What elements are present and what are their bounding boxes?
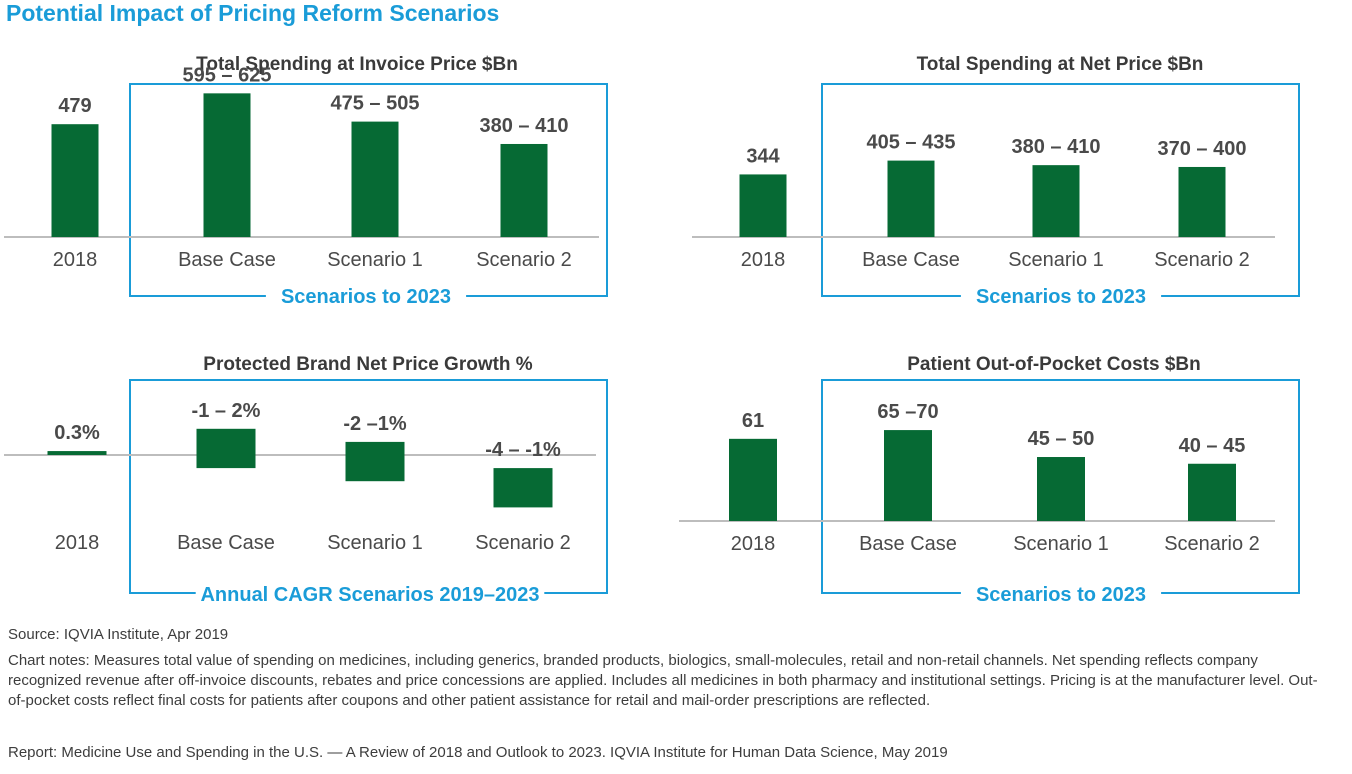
chart2-frame-label: Scenarios to 2023 xyxy=(976,286,1146,308)
chart-notes: Chart notes: Measures total value of spe… xyxy=(8,652,1318,709)
source-note: Source: IQVIA Institute, Apr 2019 xyxy=(8,626,229,643)
chart1-bar-4 xyxy=(500,143,548,237)
chart1-category-label-2: Base Case xyxy=(178,249,276,271)
chart2-value-label-3: 380 – 410 xyxy=(1012,136,1101,158)
chart1-category-label-3: Scenario 1 xyxy=(327,249,423,271)
chart4-value-label-2: 65 –70 xyxy=(877,401,938,423)
page-title: Potential Impact of Pricing Reform Scena… xyxy=(6,0,500,26)
chart4-category-label-2: Base Case xyxy=(859,533,957,555)
chart4-value-label-3: 45 – 50 xyxy=(1028,428,1095,450)
chart3-title: Protected Brand Net Price Growth % xyxy=(203,354,533,375)
chart1-scenario-frame xyxy=(129,83,608,297)
chart2-bar-2 xyxy=(887,160,935,237)
chart1-value-label-3: 475 – 505 xyxy=(331,93,420,115)
chart4-bar-3 xyxy=(1037,457,1085,521)
chart1-bar-2 xyxy=(203,93,251,237)
chart2-value-label-4: 370 – 400 xyxy=(1158,138,1247,160)
chart2-bar-4 xyxy=(1178,166,1226,237)
chart1-value-label-2: 595 – 625 xyxy=(183,64,272,86)
chart2-scenario-frame xyxy=(821,83,1300,297)
chart2-category-label-2: Base Case xyxy=(862,249,960,271)
chart2-value-label-1: 344 xyxy=(746,145,780,167)
chart3-bar-4 xyxy=(493,468,553,508)
chart4-scenario-frame xyxy=(821,379,1300,594)
chart3-value-label-4: -4 – -1% xyxy=(485,439,561,461)
chart4-category-label-4: Scenario 2 xyxy=(1164,533,1260,555)
chart2-bar-1 xyxy=(739,174,787,237)
chart1-value-label-1: 479 xyxy=(58,95,91,117)
chart1-frame-label: Scenarios to 2023 xyxy=(281,286,451,308)
chart4-value-label-4: 40 – 45 xyxy=(1179,435,1246,457)
chart3-value-label-2: -1 – 2% xyxy=(192,400,261,422)
report-note: Report: Medicine Use and Spending in the… xyxy=(8,744,948,761)
chart3-category-label-4: Scenario 2 xyxy=(475,532,571,554)
chart2-value-label-2: 405 – 435 xyxy=(867,132,956,154)
chart4-bar-2 xyxy=(884,430,932,521)
chart1-bar-3 xyxy=(351,121,399,237)
chart3-value-label-3: -2 –1% xyxy=(343,413,407,435)
chart4-value-label-1: 61 xyxy=(742,410,764,432)
chart1-category-label-4: Scenario 2 xyxy=(476,249,572,271)
chart3-bar-2 xyxy=(196,428,256,469)
chart3-bar-1 xyxy=(47,451,107,455)
chart4-title: Patient Out-of-Pocket Costs $Bn xyxy=(907,354,1200,375)
chart1-bar-1 xyxy=(51,124,99,237)
chart3-frame-label: Annual CAGR Scenarios 2019–2023 xyxy=(200,584,539,606)
chart2-category-label-3: Scenario 1 xyxy=(1008,249,1104,271)
chart4-frame-label: Scenarios to 2023 xyxy=(976,584,1146,606)
chart3-category-label-1: 2018 xyxy=(55,532,100,554)
chart4-category-label-3: Scenario 1 xyxy=(1013,533,1109,555)
chart3-bar-3 xyxy=(345,441,405,482)
chart2-title: Total Spending at Net Price $Bn xyxy=(917,54,1204,75)
chart2-category-label-4: Scenario 2 xyxy=(1154,249,1250,271)
chart1-value-label-4: 380 – 410 xyxy=(480,115,569,137)
chart3-scenario-frame xyxy=(129,379,608,594)
charts-canvas: Total Spending at Invoice Price $Bn Scena… xyxy=(4,54,1300,606)
chart1-title: Total Spending at Invoice Price $Bn xyxy=(196,54,518,75)
chart4-category-label-1: 2018 xyxy=(731,533,776,555)
chart4-bar-1 xyxy=(729,438,777,521)
chart3-category-label-2: Base Case xyxy=(177,532,275,554)
chart2-category-label-1: 2018 xyxy=(741,249,786,271)
chart4-bar-4 xyxy=(1188,463,1236,521)
chart2-bar-3 xyxy=(1032,165,1080,237)
chart1-category-label-1: 2018 xyxy=(53,249,98,271)
chart3-value-label-1: 0.3% xyxy=(54,422,100,444)
chart3-category-label-3: Scenario 1 xyxy=(327,532,423,554)
